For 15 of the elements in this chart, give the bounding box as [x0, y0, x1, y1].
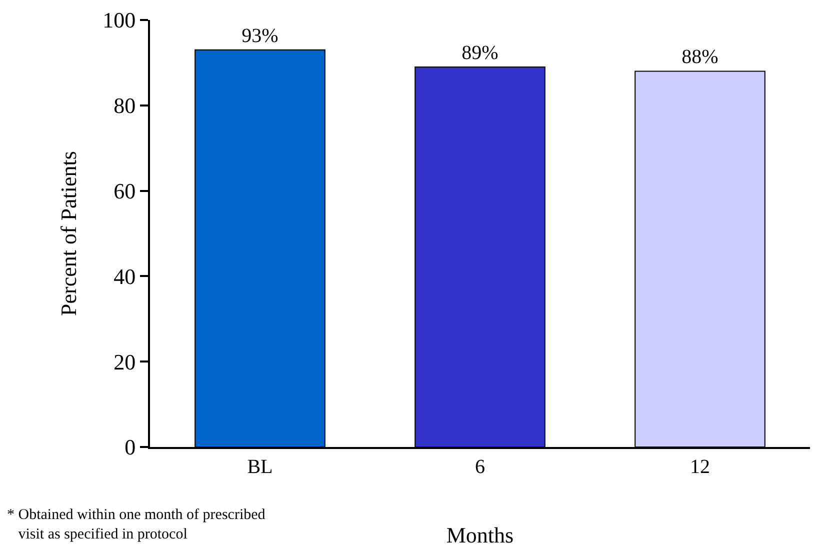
- y-axis-title: Percent of Patients: [56, 151, 81, 316]
- data-label: 93%: [242, 24, 278, 47]
- x-tick-label: BL: [247, 456, 273, 478]
- y-tick-label: 20: [114, 349, 136, 374]
- y-tick-label: 40: [114, 264, 136, 289]
- y-tick-label: 0: [124, 434, 136, 460]
- data-label: 88%: [682, 46, 718, 68]
- data-label: 89%: [462, 42, 498, 64]
- text: * Obtained within one month of prescribed visit as specified in protocol: [7, 507, 266, 542]
- x-tick-label: 6: [475, 456, 485, 478]
- y-tick-label: 60: [114, 178, 136, 204]
- y-tick-label: 80: [114, 93, 136, 118]
- x-axis-title: Months: [446, 522, 514, 548]
- x-tick-label: 12: [690, 456, 710, 478]
- y-tick-label: 100: [102, 8, 136, 33]
